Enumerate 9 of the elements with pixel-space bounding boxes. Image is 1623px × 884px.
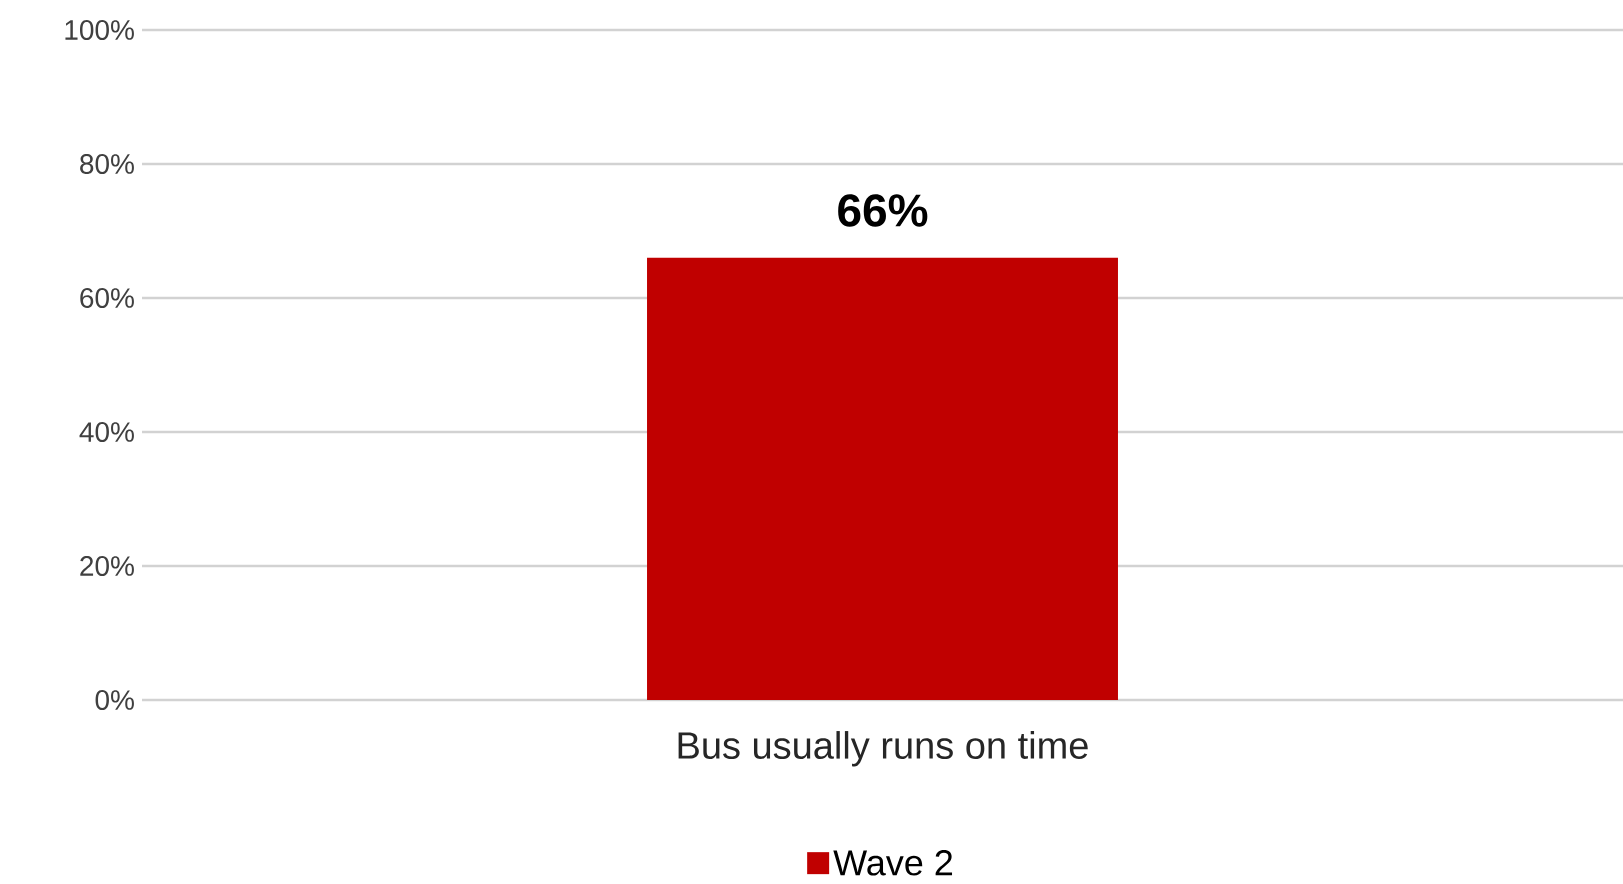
y-tick-label: 0% xyxy=(95,690,134,710)
y-tick-label: 40% xyxy=(79,422,134,442)
x-tick-label: Bus usually runs on time xyxy=(678,731,1088,767)
y-tick-label: 20% xyxy=(80,556,134,576)
legend-label: Wave 2 xyxy=(833,850,953,876)
y-tick-label: 80% xyxy=(80,154,134,174)
y-tick-label: 100% xyxy=(65,20,134,40)
data-label: 66% xyxy=(838,194,928,227)
y-tick-label: 60% xyxy=(80,288,134,308)
